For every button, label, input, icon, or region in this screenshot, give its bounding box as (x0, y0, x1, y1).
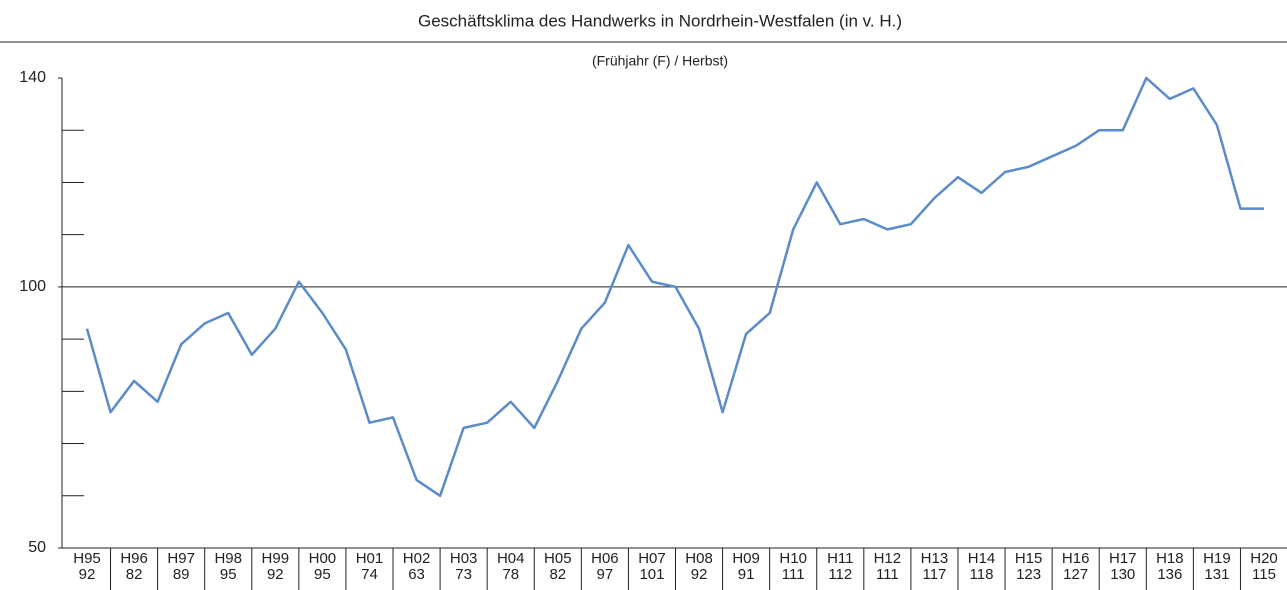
x-tick-label: H12 (874, 550, 902, 567)
x-tick-label: H15 (1015, 550, 1043, 567)
x-tick-label: H07 (638, 550, 666, 567)
chart-subtitle: (Frühjahr (F) / Herbst) (592, 53, 728, 69)
x-value-label: 95 (314, 566, 331, 583)
x-value-label: 111 (782, 566, 805, 583)
x-tick-label: H17 (1109, 550, 1137, 567)
x-tick-label: H95 (73, 550, 101, 567)
x-tick-label: H96 (120, 550, 148, 567)
x-tick-label: H97 (167, 550, 195, 567)
x-tick-label: H16 (1062, 550, 1090, 567)
y-tick-label: 50 (28, 539, 46, 556)
x-value-label: 82 (549, 566, 566, 583)
x-value-label: 74 (361, 566, 378, 583)
x-value-label: 131 (1204, 566, 1229, 583)
x-value-label: 117 (922, 566, 946, 583)
x-value-label: 89 (173, 566, 190, 583)
x-tick-label: H99 (262, 550, 290, 567)
x-value-label: 92 (267, 566, 284, 583)
x-value-label: 136 (1157, 566, 1182, 583)
x-value-label: 73 (455, 566, 472, 583)
x-value-label: 118 (970, 566, 994, 583)
x-value-label: 97 (597, 566, 614, 583)
x-value-label: 123 (1016, 566, 1041, 583)
x-tick-label: H19 (1203, 550, 1231, 567)
x-value-label: 127 (1063, 566, 1088, 583)
x-value-label: 101 (639, 566, 664, 583)
x-tick-label: H06 (591, 550, 619, 567)
x-tick-label: H05 (544, 550, 572, 567)
x-tick-label: H98 (214, 550, 242, 567)
y-tick-label: 100 (19, 278, 46, 295)
data-line (85, 76, 1264, 498)
x-tick-label: H10 (779, 550, 807, 567)
x-value-label: 82 (126, 566, 143, 583)
x-value-label: 95 (220, 566, 237, 583)
x-tick-label: H09 (732, 550, 760, 567)
x-tick-label: H02 (403, 550, 431, 567)
x-value-label: 92 (691, 566, 708, 583)
chart-title: Geschäftsklima des Handwerks in Nordrhei… (418, 11, 902, 30)
x-value-label: 63 (408, 566, 425, 583)
x-tick-label: H08 (685, 550, 713, 567)
x-value-label: 91 (738, 566, 755, 583)
x-tick-label: H11 (827, 550, 853, 567)
x-tick-label: H00 (309, 550, 337, 567)
x-tick-label: H01 (356, 550, 384, 567)
y-tick-label: 140 (19, 69, 46, 86)
x-value-label: 92 (79, 566, 96, 583)
x-tick-label: H18 (1156, 550, 1184, 567)
x-value-label: 130 (1110, 566, 1135, 583)
x-tick-label: H13 (921, 550, 949, 567)
x-value-label: 112 (828, 566, 852, 583)
x-tick-label: H14 (968, 550, 996, 567)
x-tick-label: H04 (497, 550, 525, 567)
x-value-label: 115 (1252, 566, 1276, 583)
x-value-label: 111 (876, 566, 899, 583)
x-tick-label: H03 (450, 550, 478, 567)
x-tick-label: H20 (1250, 550, 1278, 567)
x-value-label: 78 (502, 566, 519, 583)
